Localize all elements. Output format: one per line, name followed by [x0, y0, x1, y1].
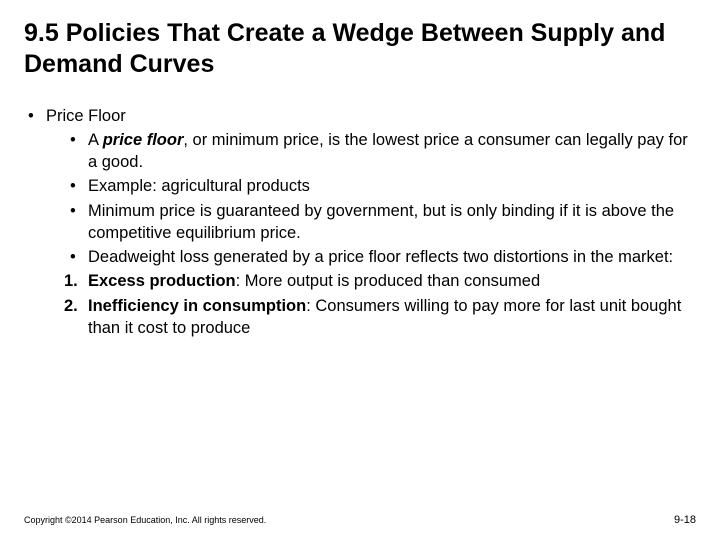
bullet-lvl1: Price Floor	[28, 105, 696, 127]
slide-title: 9.5 Policies That Create a Wedge Between…	[24, 18, 696, 81]
numbered-item: 1. Excess production: More output is pro…	[46, 270, 696, 292]
numbered-term: Excess production	[88, 272, 236, 290]
bullet-lvl2: Example: agricultural products	[46, 175, 696, 197]
numbered-rest: : More output is produced than consumed	[236, 272, 541, 290]
bullet-text: Price Floor	[46, 107, 126, 125]
bullet-text: Deadweight loss generated by a price flo…	[88, 248, 673, 266]
slide-body: Price Floor A price floor, or minimum pr…	[24, 105, 696, 340]
bullet-lvl2: Deadweight loss generated by a price flo…	[46, 246, 696, 268]
bullet-lvl2: Minimum price is guaranteed by governmen…	[46, 200, 696, 245]
slide-footer: Copyright ©2014 Pearson Education, Inc. …	[24, 514, 696, 526]
number-marker: 1.	[64, 270, 78, 292]
page-number: 9-18	[674, 514, 696, 526]
copyright-text: Copyright ©2014 Pearson Education, Inc. …	[24, 515, 266, 525]
bullet-text-prefix: A	[88, 131, 103, 149]
bullet-lvl2: A price floor, or minimum price, is the …	[46, 129, 696, 174]
slide: 9.5 Policies That Create a Wedge Between…	[0, 0, 720, 540]
number-marker: 2.	[64, 295, 78, 317]
bullet-text: Example: agricultural products	[88, 177, 310, 195]
numbered-term: Inefficiency in consumption	[88, 297, 306, 315]
numbered-item: 2. Inefficiency in consumption: Consumer…	[46, 295, 696, 340]
bullet-text: Minimum price is guaranteed by governmen…	[88, 202, 674, 242]
bullet-term: price floor	[103, 131, 184, 149]
